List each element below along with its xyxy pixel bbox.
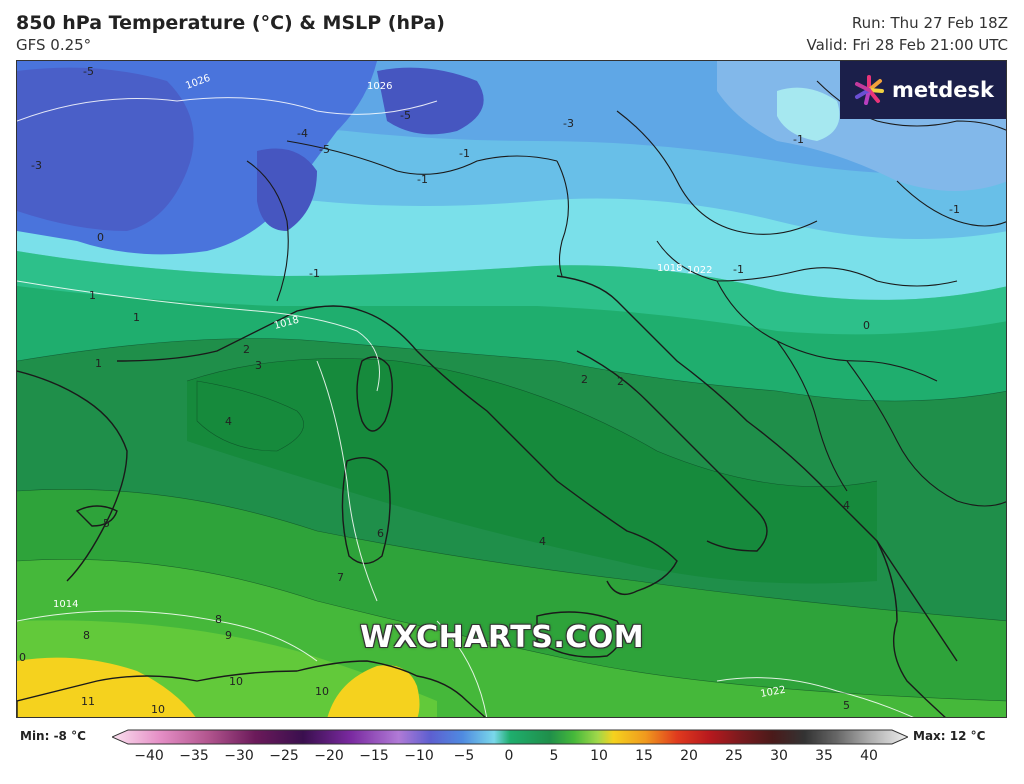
scale-tick: 20 bbox=[680, 748, 698, 764]
scale-tick: 5 bbox=[549, 748, 559, 764]
legend-max: Max: 12 °C bbox=[913, 729, 986, 743]
color-scale-ticks: −40 −35 −30 −25 −20 −15 −10 −5 0 5 10 15 20 25 30 35 40 bbox=[0, 748, 1024, 772]
scale-tick: 10 bbox=[590, 748, 608, 764]
t-label-29: 10 bbox=[315, 685, 329, 698]
t-label-14: 1 bbox=[133, 311, 140, 324]
p-label-6: 1022 bbox=[687, 265, 712, 276]
weather-map[interactable]: -5 -3 -4 -5 -5 -3 -1 -1 -1 -1 -1 -1 1 1 … bbox=[16, 60, 1007, 718]
scale-tick: −10 bbox=[404, 748, 434, 764]
t-label-2: -3 bbox=[31, 159, 42, 172]
model-label: GFS 0.25° bbox=[16, 36, 92, 54]
scale-tick: −30 bbox=[224, 748, 254, 764]
t-label-30: 10 bbox=[151, 703, 165, 716]
t-label-12: -1 bbox=[949, 203, 960, 216]
scale-tick: −15 bbox=[359, 748, 389, 764]
metdesk-logo[interactable]: metdesk bbox=[840, 61, 1006, 119]
t-label-33: 0 bbox=[863, 319, 870, 332]
t-label-18: 2 bbox=[617, 375, 624, 388]
t-label-1: -5 bbox=[83, 65, 94, 78]
t-label-11: -1 bbox=[733, 263, 744, 276]
t-label-23: 6 bbox=[377, 527, 384, 540]
scale-tick: −20 bbox=[314, 748, 344, 764]
t-label-5: -5 bbox=[400, 109, 411, 122]
borders bbox=[246, 80, 1006, 507]
band-ne-warm bbox=[777, 87, 840, 141]
t-label-3: -4 bbox=[297, 127, 308, 140]
color-scale-bar bbox=[112, 729, 908, 745]
t-label-21: 4 bbox=[539, 535, 546, 548]
logo-burst-icon bbox=[855, 75, 885, 105]
p-label-2: 1026 bbox=[367, 81, 392, 92]
t-label-32: 0 bbox=[97, 231, 104, 244]
scale-tick: −35 bbox=[179, 748, 209, 764]
contours bbox=[17, 338, 1006, 702]
scale-tick: 35 bbox=[815, 748, 833, 764]
band-neg5-alps bbox=[257, 148, 317, 231]
t-label-9: -1 bbox=[309, 267, 320, 280]
t-label-17: 2 bbox=[581, 373, 588, 386]
t-label-25: 8 bbox=[83, 629, 90, 642]
watermark: WXCHARTS.COM bbox=[360, 620, 645, 655]
scale-tick: 30 bbox=[770, 748, 788, 764]
t-label-19: 3 bbox=[255, 359, 262, 372]
run-time: Run: Thu 27 Feb 18Z bbox=[851, 14, 1008, 32]
scale-tick: −25 bbox=[269, 748, 299, 764]
t-label-13: 1 bbox=[89, 289, 96, 302]
t-label-15: 1 bbox=[95, 357, 102, 370]
logo-text: metdesk bbox=[892, 78, 994, 102]
band-neg5-n bbox=[377, 67, 484, 135]
t-label-8: -1 bbox=[417, 173, 428, 186]
p-label-5: 1022 bbox=[760, 685, 787, 700]
band-11-sw bbox=[17, 657, 196, 717]
t-label-20: 4 bbox=[225, 415, 232, 428]
legend-min: Min: -8 °C bbox=[20, 729, 86, 743]
t-label-22: 5 bbox=[103, 517, 110, 530]
p-label-4: 1014 bbox=[53, 599, 78, 610]
temperature-labels: -5 -3 -4 -5 -5 -3 -1 -1 -1 -1 -1 -1 1 1 … bbox=[19, 65, 960, 716]
t-label-36: 0 bbox=[19, 651, 26, 664]
valid-time: Valid: Fri 28 Feb 21:00 UTC bbox=[806, 36, 1008, 54]
scale-tick: 0 bbox=[504, 748, 514, 764]
t-label-26: 8 bbox=[215, 613, 222, 626]
band-11-s bbox=[327, 665, 420, 717]
scale-tick: 25 bbox=[725, 748, 743, 764]
t-label-6: -3 bbox=[563, 117, 574, 130]
coastlines bbox=[17, 275, 958, 717]
isobars bbox=[17, 97, 914, 717]
t-label-4: -5 bbox=[319, 143, 330, 156]
scale-tick: −40 bbox=[134, 748, 164, 764]
t-label-34: 4 bbox=[843, 499, 850, 512]
t-label-7: -1 bbox=[459, 147, 470, 160]
t-label-24: 7 bbox=[337, 571, 344, 584]
chart-title: 850 hPa Temperature (°C) & MSLP (hPa) bbox=[16, 12, 445, 34]
t-label-16: 2 bbox=[243, 343, 250, 356]
t-label-10: -1 bbox=[793, 133, 804, 146]
band-neg5-w bbox=[17, 67, 194, 232]
t-label-31: 11 bbox=[81, 695, 95, 708]
map-svg: -5 -3 -4 -5 -5 -3 -1 -1 -1 -1 -1 -1 1 1 … bbox=[17, 61, 1006, 717]
scale-tick: −5 bbox=[453, 748, 475, 764]
scale-tick: 40 bbox=[860, 748, 878, 764]
p-label-7: 1018 bbox=[657, 263, 682, 274]
band-0 bbox=[17, 251, 1006, 335]
t-label-35: 5 bbox=[843, 699, 850, 712]
t-label-28: 10 bbox=[229, 675, 243, 688]
t-label-27: 9 bbox=[225, 629, 232, 642]
scale-tick: 15 bbox=[635, 748, 653, 764]
